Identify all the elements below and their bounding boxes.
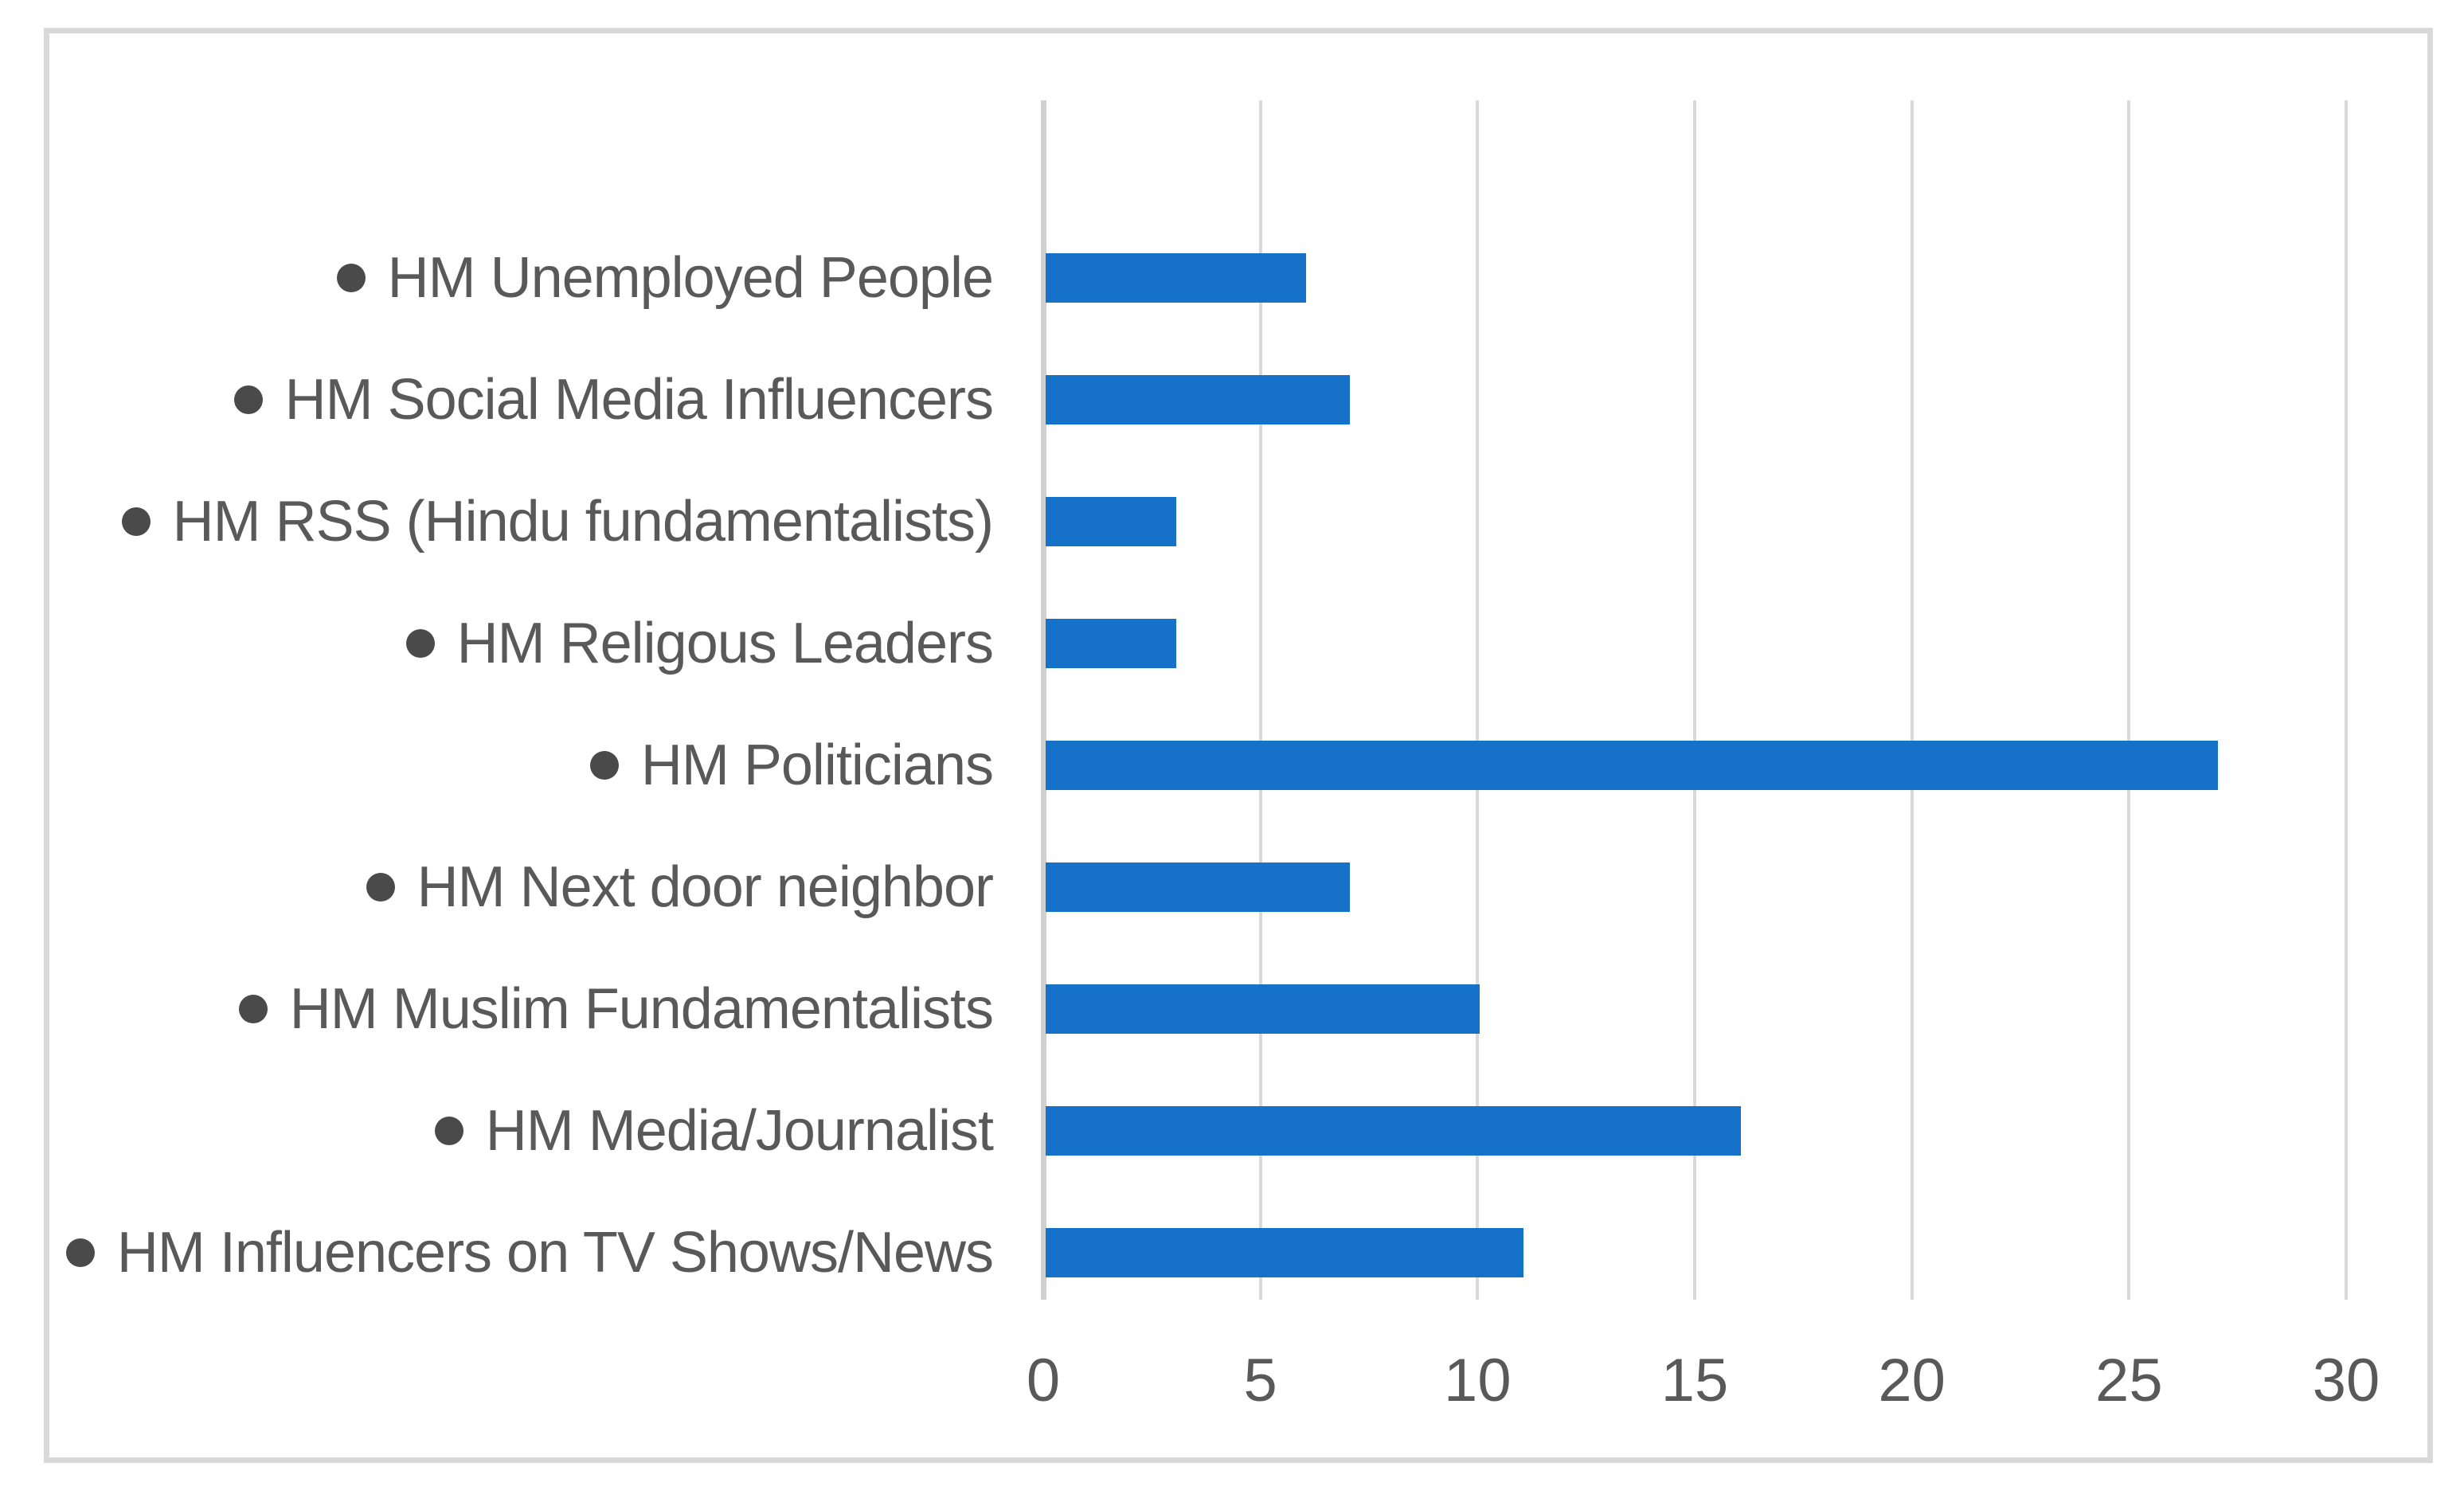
category-label: HM Next door neighbor bbox=[417, 855, 994, 919]
category-label-row: HM Social Media Influencers bbox=[49, 338, 994, 460]
data-bar bbox=[1046, 374, 1350, 424]
bullet-marker-icon bbox=[336, 263, 366, 292]
bullet-marker-icon bbox=[233, 385, 263, 414]
category-label: HM RSS (Hindu fundamentalists) bbox=[172, 489, 994, 553]
bullet-marker-icon bbox=[366, 872, 395, 902]
x-tick-label: 0 bbox=[1026, 1347, 1061, 1414]
bullet-marker-icon bbox=[434, 1116, 463, 1145]
category-label-row: HM Politicians bbox=[49, 704, 994, 826]
data-bar bbox=[1046, 496, 1176, 546]
bar-row bbox=[1046, 582, 2399, 704]
category-label: HM Politicians bbox=[640, 733, 994, 797]
bullet-marker-icon bbox=[238, 994, 268, 1023]
gridline bbox=[1693, 100, 1696, 1300]
category-label-row: HM Influencers on TV Shows/News bbox=[49, 1191, 994, 1313]
bullet-marker-icon bbox=[65, 1238, 95, 1267]
category-axis-labels: HM Unemployed People HM Social Media Inf… bbox=[49, 217, 994, 1313]
gridline bbox=[2127, 100, 2131, 1300]
category-label: HM Social Media Influencers bbox=[284, 367, 994, 432]
category-label: HM Unemployed People bbox=[387, 245, 994, 310]
bullet-marker-icon bbox=[589, 750, 619, 780]
bar-row bbox=[1046, 948, 2399, 1070]
category-label-row: HM Media/Journalist bbox=[49, 1070, 994, 1191]
x-tick-label: 30 bbox=[2312, 1347, 2380, 1414]
bar-row bbox=[1046, 704, 2399, 826]
bars-group bbox=[1046, 217, 2399, 1313]
bar-row bbox=[1046, 217, 2399, 338]
category-label-row: HM Unemployed People bbox=[49, 217, 994, 338]
bar-row bbox=[1046, 826, 2399, 948]
category-label-row: HM Religous Leaders bbox=[49, 582, 994, 704]
x-tick-label: 10 bbox=[1444, 1347, 1512, 1414]
chart-frame: HM Unemployed People HM Social Media Inf… bbox=[44, 28, 2433, 1463]
data-bar bbox=[1046, 984, 1480, 1034]
bar-row bbox=[1046, 460, 2399, 582]
x-tick-label: 20 bbox=[1878, 1347, 1946, 1414]
data-bar bbox=[1046, 618, 1176, 668]
category-label-row: HM Next door neighbor bbox=[49, 826, 994, 948]
x-tick-label: 5 bbox=[1243, 1347, 1277, 1414]
category-label-row: HM RSS (Hindu fundamentalists) bbox=[49, 460, 994, 582]
gridline bbox=[1476, 100, 1480, 1300]
value-axis-line bbox=[1041, 100, 1046, 1300]
category-label: HM Influencers on TV Shows/News bbox=[116, 1220, 994, 1285]
data-bar bbox=[1046, 862, 1350, 912]
category-label-row: HM Muslim Fundamentalists bbox=[49, 948, 994, 1070]
x-tick-label: 15 bbox=[1660, 1347, 1729, 1414]
bar-row bbox=[1046, 1191, 2399, 1313]
data-bar bbox=[1046, 1227, 1523, 1277]
gridline bbox=[1258, 100, 1262, 1300]
bullet-marker-icon bbox=[405, 628, 435, 658]
category-label: HM Media/Journalist bbox=[485, 1098, 994, 1163]
data-bar bbox=[1046, 1105, 1741, 1156]
category-label: HM Religous Leaders bbox=[456, 611, 994, 675]
category-label: HM Muslim Fundamentalists bbox=[289, 976, 994, 1041]
x-tick-label: 25 bbox=[2095, 1347, 2163, 1414]
bar-row bbox=[1046, 338, 2399, 460]
gridline bbox=[2345, 100, 2348, 1300]
gridline bbox=[1910, 100, 1914, 1300]
data-bar bbox=[1046, 252, 1307, 303]
data-bar bbox=[1046, 740, 2219, 790]
bullet-marker-icon bbox=[121, 507, 151, 536]
bar-row bbox=[1046, 1070, 2399, 1191]
